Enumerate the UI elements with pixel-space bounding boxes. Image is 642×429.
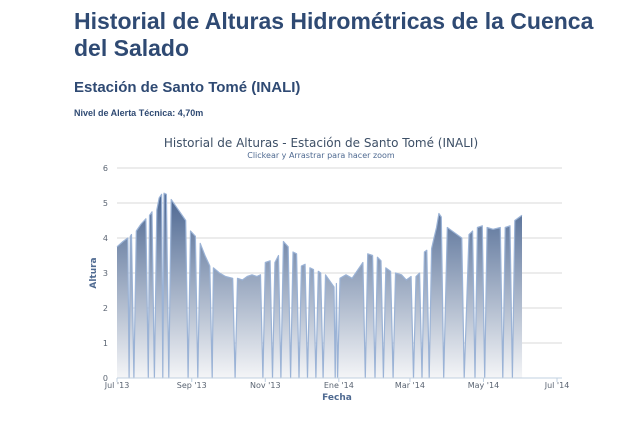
alert-level-label: Nivel de Alerta Técnica: 4,70m — [74, 108, 204, 118]
chart-plot-area[interactable]: 0 1 2 3 4 5 6 Jul '13 Sep '13 Nov '13 Ene '14 Mar '… — [0, 130, 642, 429]
y-tick-label: 5 — [103, 199, 108, 208]
x-tick-label: Sep '13 — [177, 381, 207, 390]
x-tick-label: Nov '13 — [250, 381, 281, 390]
series-line — [116, 192, 523, 379]
y-tick-label: 4 — [103, 234, 108, 243]
page-title: Historial de Alturas Hidrométricas de la… — [74, 8, 594, 61]
y-tick-label: 2 — [103, 304, 108, 313]
y-tick-label: 1 — [103, 339, 108, 348]
x-axis-title: Fecha — [322, 393, 352, 403]
y-tick-label: 6 — [103, 164, 108, 173]
x-tick-label: May '14 — [468, 381, 499, 390]
x-tick-label: Mar '14 — [395, 381, 425, 390]
x-tick-label: Ene '14 — [324, 381, 354, 390]
station-title: Estación de Santo Tomé (INALI) — [74, 79, 301, 96]
chart-title: Historial de Alturas - Estación de Santo… — [163, 136, 479, 150]
y-tick-label: 3 — [103, 269, 108, 278]
x-tick-label: Jul '14 — [544, 381, 570, 390]
y-tick-label: 0 — [103, 374, 108, 383]
y-axis-title: Altura — [89, 257, 99, 288]
chart-subtitle: Clickear y Arrastrar para hacer zoom — [247, 151, 395, 160]
x-tick-label: Jul '13 — [104, 381, 130, 390]
area-series — [117, 193, 523, 378]
height-history-chart[interactable]: Historial de Alturas - Estación de Santo… — [0, 130, 642, 429]
